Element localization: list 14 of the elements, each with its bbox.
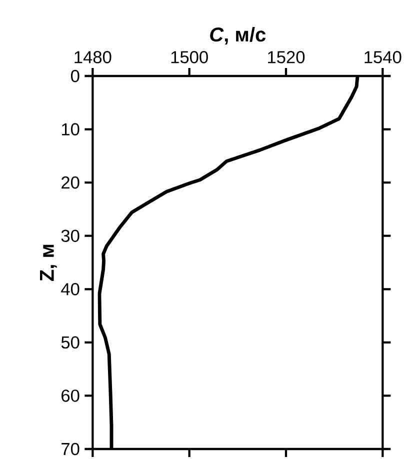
x-axis-title: C, м/с (210, 26, 266, 45)
y-tick-label: 60 (62, 390, 80, 402)
y-tick-label: 40 (61, 283, 80, 296)
x-tick-label: 1540 (364, 51, 402, 64)
y-tick-label: 30 (61, 230, 80, 242)
y-tick-label: 0 (70, 70, 80, 82)
y-tick-label: 10 (62, 123, 80, 136)
x-tick-label: 1520 (268, 51, 305, 64)
x-tick-label: 1480 (74, 51, 112, 64)
x-tick-label: 1500 (171, 51, 208, 64)
y-tick-label: 20 (62, 176, 80, 189)
y-tick-label: 50 (61, 336, 80, 349)
y-tick-label: 70 (62, 442, 80, 456)
y-axis-title: Z, м (40, 244, 57, 281)
